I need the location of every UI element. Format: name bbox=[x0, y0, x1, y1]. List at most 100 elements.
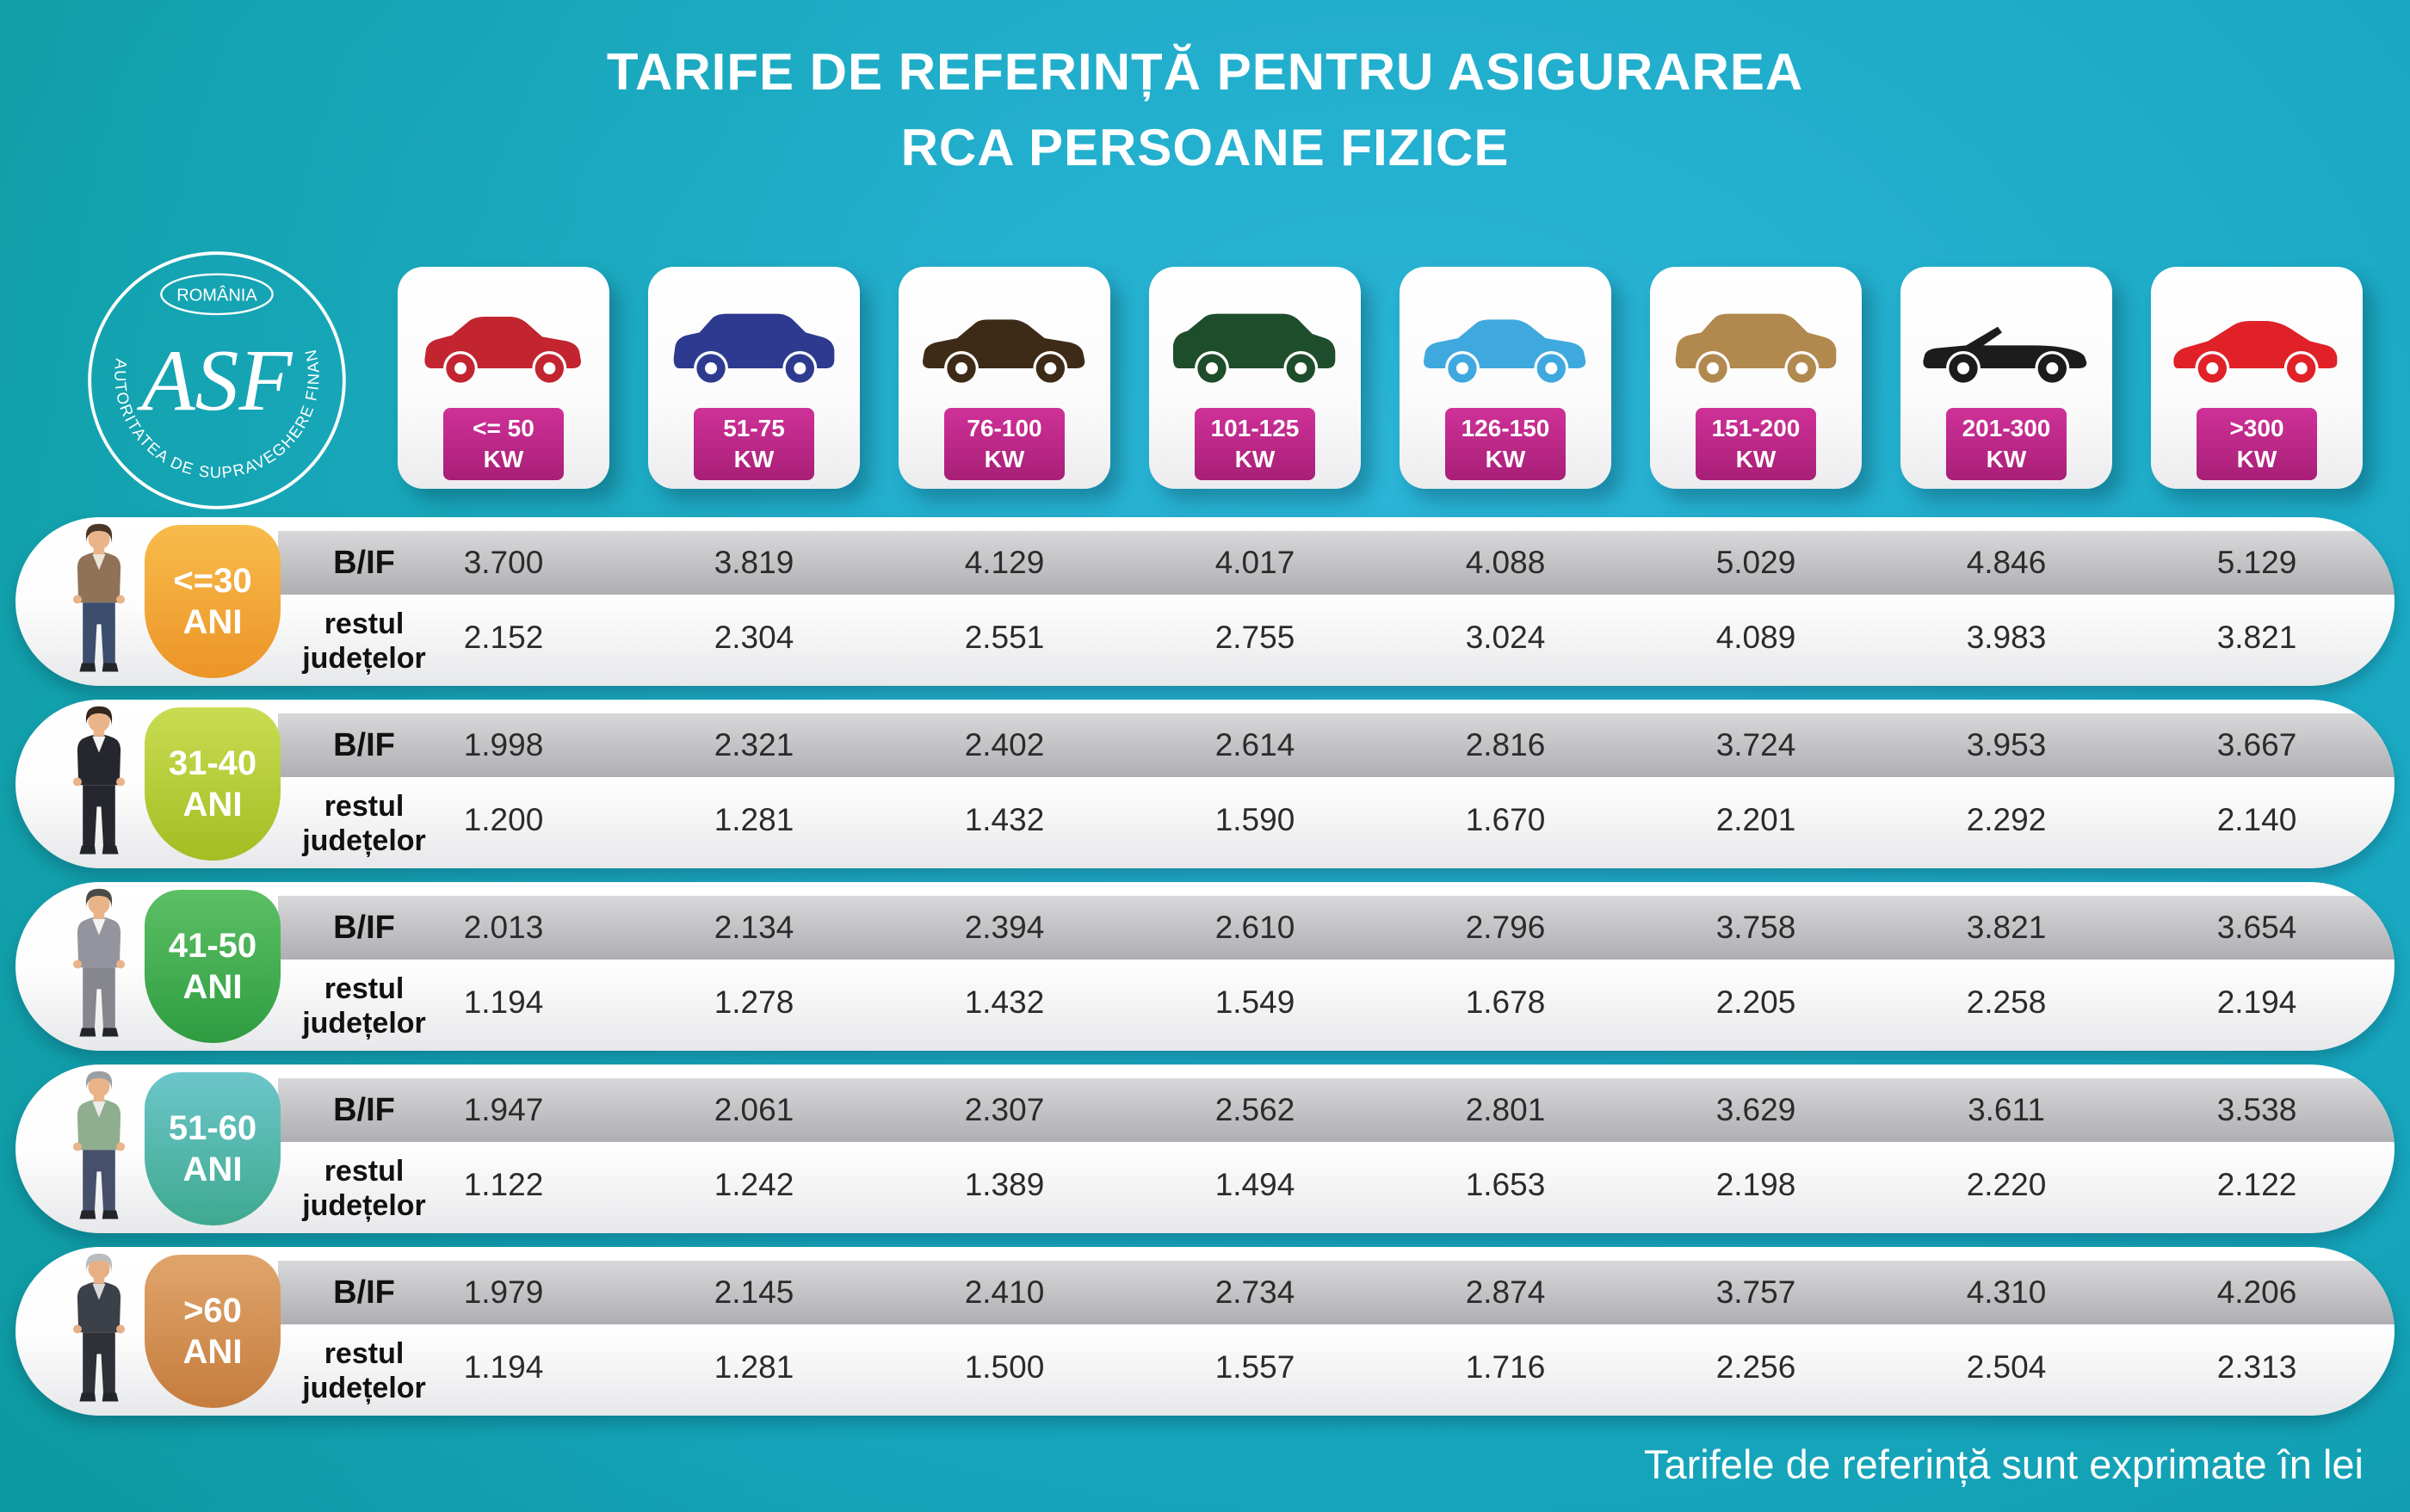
tariff-cell: 2.874 bbox=[1465, 1274, 1546, 1310]
kw-range: 51-75 bbox=[723, 415, 785, 441]
kw-unit: KW bbox=[2236, 446, 2277, 472]
tariff-cell: 4.088 bbox=[1465, 545, 1546, 580]
tariff-cell: 1.500 bbox=[964, 1349, 1045, 1385]
kw-range: 101-125 bbox=[1210, 415, 1300, 441]
car-icon-hatchback bbox=[424, 317, 581, 383]
tariff-cell: 1.494 bbox=[1214, 1167, 1295, 1202]
bif-row-stripe bbox=[278, 531, 2395, 595]
tariff-cell: 3.724 bbox=[1715, 727, 1796, 762]
kw-badge: 51-75 KW bbox=[694, 408, 814, 480]
power-card-126-150: 126-150 KW bbox=[1400, 267, 1611, 489]
tariff-cell: 1.281 bbox=[714, 1349, 794, 1385]
tariff-cell: 1.432 bbox=[964, 984, 1045, 1020]
tariff-cell: 3.611 bbox=[1968, 1092, 2045, 1127]
car-icon-convertible bbox=[1923, 326, 2087, 383]
tariff-cell: 3.821 bbox=[2216, 620, 2297, 655]
car-icon-minivan bbox=[1173, 313, 1336, 383]
car-icon-suv bbox=[1675, 313, 1837, 383]
region-label-bif: B/IF bbox=[333, 1092, 395, 1128]
age-badge-41-50: 41-50 ANI bbox=[145, 890, 281, 1043]
person-icon-31-40 bbox=[72, 706, 126, 855]
tariff-cell: 2.313 bbox=[2216, 1349, 2297, 1385]
logo-country-label: ROMÂNIA bbox=[176, 286, 257, 305]
tariff-cell: 2.194 bbox=[2216, 984, 2297, 1020]
kw-badge: <= 50 KW bbox=[443, 408, 564, 480]
age-unit-label: ANI bbox=[182, 1333, 243, 1371]
tariff-cell: 2.201 bbox=[1715, 802, 1796, 837]
person-icon-under-30 bbox=[72, 523, 126, 672]
power-card-76-100: 76-100 KW bbox=[899, 267, 1110, 489]
bif-row-stripe bbox=[278, 1078, 2395, 1142]
tariff-cell: 2.205 bbox=[1715, 984, 1796, 1020]
tariff-cell: 4.129 bbox=[964, 545, 1045, 580]
tariff-cell: 3.024 bbox=[1465, 620, 1546, 655]
page-title: TARIFE DE REFERINȚĂ PENTRU ASIGURAREA RC… bbox=[0, 34, 2410, 186]
tariff-cell: 1.194 bbox=[463, 1349, 544, 1385]
kw-unit: KW bbox=[733, 446, 775, 472]
kw-unit: KW bbox=[483, 446, 524, 472]
age-label: 51-60 bbox=[168, 1109, 257, 1147]
tariff-cell: 1.590 bbox=[1214, 802, 1295, 837]
person-icon-51-60 bbox=[72, 1071, 126, 1219]
tariff-cell: 1.200 bbox=[463, 802, 544, 837]
tariff-cell: 1.242 bbox=[714, 1167, 794, 1202]
tariff-cell: 4.310 bbox=[1966, 1274, 2047, 1310]
age-badge-under-30: <=30 ANI bbox=[145, 525, 281, 678]
power-card-151-200: 151-200 KW bbox=[1650, 267, 1862, 489]
tariff-cell: 1.281 bbox=[714, 802, 794, 837]
tariff-cell: 2.307 bbox=[964, 1092, 1045, 1127]
tariff-cell: 4.206 bbox=[2216, 1274, 2297, 1310]
currency-note: Tarifele de referință sunt exprimate în … bbox=[1644, 1441, 2364, 1487]
kw-badge: 101-125 KW bbox=[1195, 408, 1315, 480]
age-row-41-50: 41-50 ANI B/IF restul județelor 2.013 2.… bbox=[15, 882, 2395, 1051]
tariff-cell: 2.321 bbox=[714, 727, 794, 762]
tariff-cell: 5.129 bbox=[2216, 545, 2297, 580]
tariff-cell: 2.140 bbox=[2216, 802, 2297, 837]
tariff-cell: 1.557 bbox=[1214, 1349, 1295, 1385]
age-row-31-40: 31-40 ANI B/IF restul județelor 1.998 2.… bbox=[15, 700, 2395, 868]
tariff-cell: 3.700 bbox=[463, 545, 544, 580]
age-label: <=30 bbox=[173, 562, 252, 600]
tariff-cell: 5.029 bbox=[1715, 545, 1796, 580]
kw-range: 76-100 bbox=[967, 415, 1042, 441]
region-label-rest: restul județelor bbox=[302, 1337, 426, 1404]
kw-badge: 126-150 KW bbox=[1445, 408, 1566, 480]
tariff-cell: 3.667 bbox=[2216, 727, 2297, 762]
kw-range: >300 bbox=[2229, 415, 2284, 441]
age-badge-31-40: 31-40 ANI bbox=[145, 707, 281, 861]
kw-unit: KW bbox=[1234, 446, 1276, 472]
age-label: >60 bbox=[183, 1292, 242, 1330]
power-card-51-75: 51-75 KW bbox=[648, 267, 860, 489]
kw-unit: KW bbox=[1735, 446, 1777, 472]
kw-badge: 151-200 KW bbox=[1696, 408, 1816, 480]
tariff-cell: 3.538 bbox=[2216, 1092, 2297, 1127]
tariff-cell: 1.979 bbox=[463, 1274, 544, 1310]
age-unit-label: ANI bbox=[182, 968, 243, 1006]
tariff-cell: 2.614 bbox=[1214, 727, 1295, 762]
age-label: 31-40 bbox=[168, 744, 257, 782]
tariff-cell: 2.562 bbox=[1214, 1092, 1295, 1127]
tariff-cell: 2.256 bbox=[1715, 1349, 1796, 1385]
tariff-cell: 3.983 bbox=[1966, 620, 2047, 655]
asf-logo: ROMÂNIA AUTORITATEA DE SUPRAVEGHERE FINA… bbox=[84, 248, 346, 509]
age-badge-over-60: >60 ANI bbox=[145, 1255, 281, 1408]
tariff-cell: 2.292 bbox=[1966, 802, 2047, 837]
tariff-cell: 1.432 bbox=[964, 802, 1045, 837]
tariff-cell: 2.755 bbox=[1214, 620, 1295, 655]
page-title-line1: TARIFE DE REFERINȚĂ PENTRU ASIGURAREA bbox=[606, 43, 1804, 101]
tariff-cell: 3.819 bbox=[714, 545, 794, 580]
tariff-cell: 3.654 bbox=[2216, 910, 2297, 945]
kw-badge: 201-300 KW bbox=[1946, 408, 2067, 480]
tariff-cell: 2.410 bbox=[964, 1274, 1045, 1310]
tariff-cell: 4.017 bbox=[1214, 545, 1295, 580]
tariff-cell: 2.816 bbox=[1465, 727, 1546, 762]
tariff-cell: 4.846 bbox=[1966, 545, 2047, 580]
kw-unit: KW bbox=[1485, 446, 1526, 472]
bif-row-stripe bbox=[278, 713, 2395, 777]
tariff-cell: 2.402 bbox=[964, 727, 1045, 762]
tariff-cell: 2.061 bbox=[714, 1092, 794, 1127]
tariff-cell: 1.278 bbox=[714, 984, 794, 1020]
tariff-cell: 1.678 bbox=[1465, 984, 1546, 1020]
tariff-cell: 2.504 bbox=[1966, 1349, 2047, 1385]
tariff-cell: 1.670 bbox=[1465, 802, 1546, 837]
